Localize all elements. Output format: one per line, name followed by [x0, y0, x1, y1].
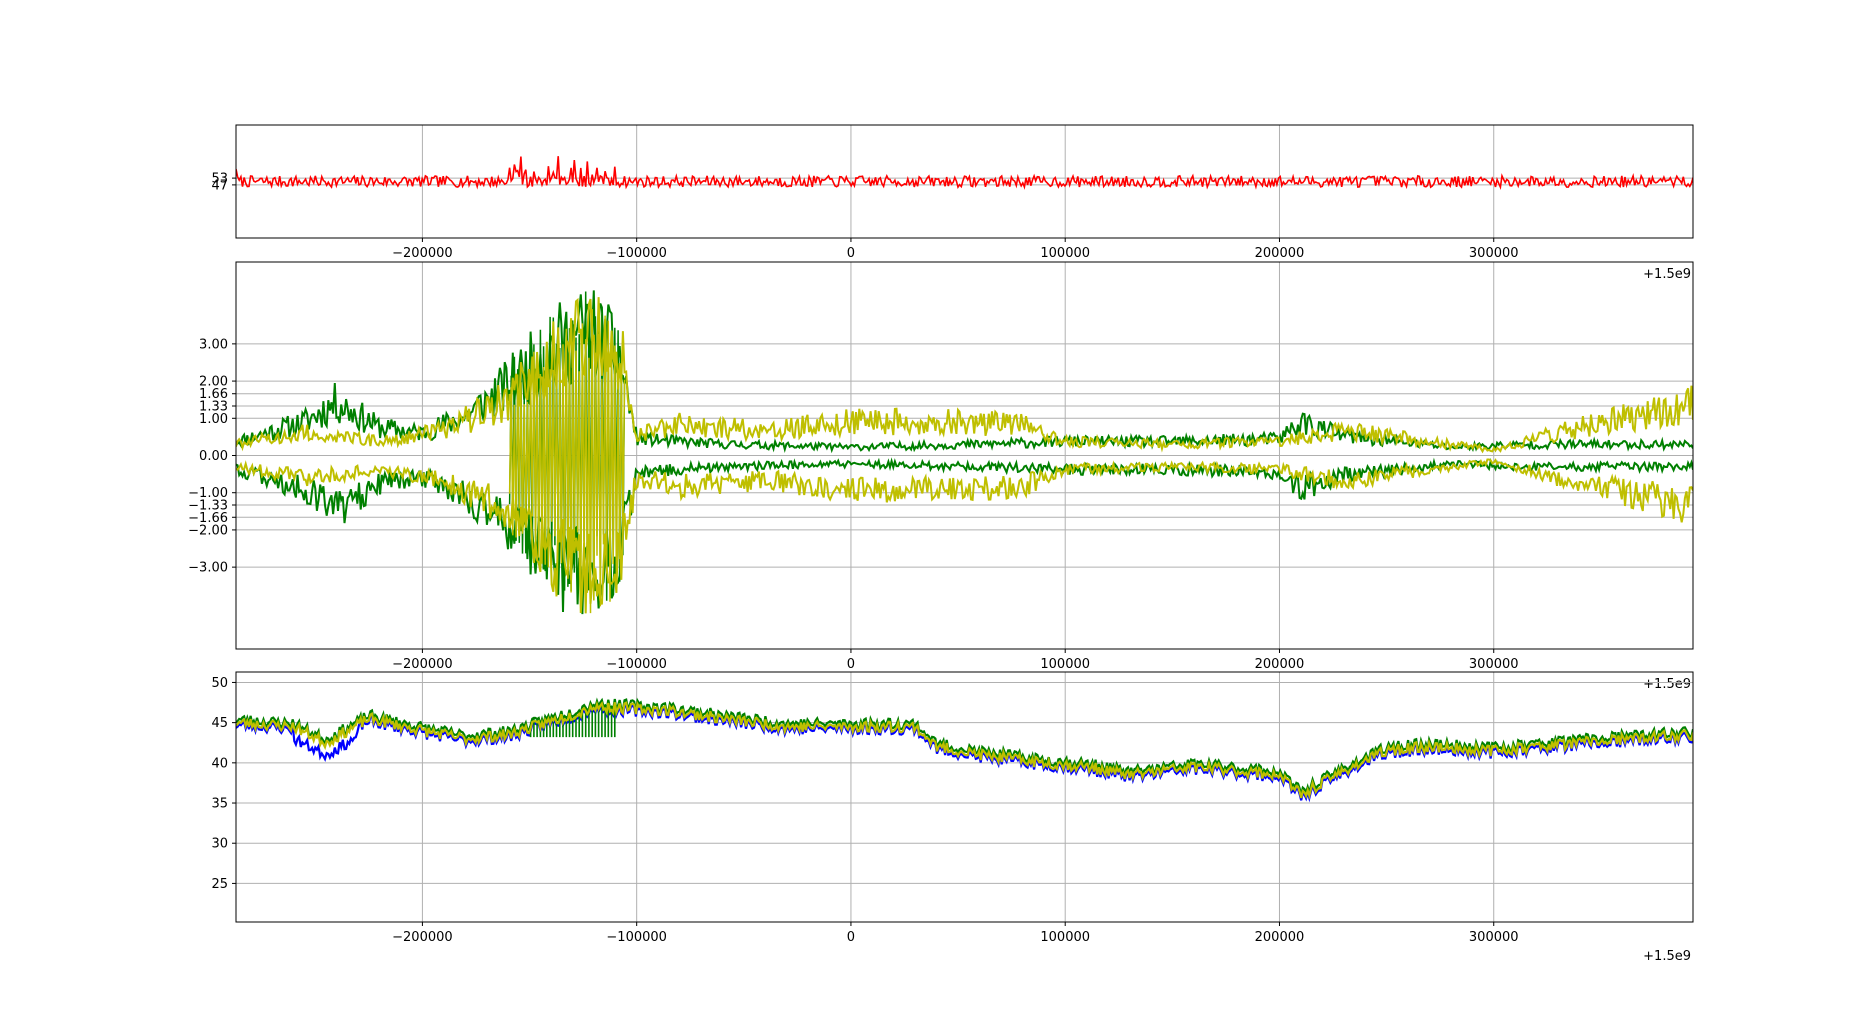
- y-tick-label: 0.00: [199, 449, 228, 464]
- axes-frame: [235, 124, 1694, 239]
- x-tick-label: −100000: [606, 930, 667, 945]
- series-line: [236, 700, 1693, 800]
- series-group: [236, 290, 1693, 615]
- x-tick-label: 300000: [1469, 657, 1519, 672]
- y-tick-label: −1.66: [188, 511, 228, 526]
- y-tick-label: 3.00: [199, 337, 228, 352]
- series-line: [236, 156, 1693, 190]
- y-tick-label: 50: [211, 676, 228, 691]
- series-group: [236, 697, 1693, 803]
- y-tick-label: −3.00: [188, 561, 228, 576]
- y-tick-label: 30: [211, 837, 228, 852]
- x-offset-label: +1.5e9: [1643, 677, 1691, 692]
- y-tick-label: 1.33: [199, 400, 228, 415]
- x-tick-label: 100000: [1040, 930, 1090, 945]
- y-tick-label: 53: [211, 172, 228, 187]
- y-tick-label: 2.00: [199, 375, 228, 390]
- series-line: [236, 457, 1693, 615]
- x-tick-label: −200000: [392, 657, 453, 672]
- series-group: [236, 156, 1693, 190]
- x-tick-label: −100000: [606, 657, 667, 672]
- x-tick-label: −200000: [392, 246, 453, 261]
- x-tick-label: −200000: [392, 930, 453, 945]
- y-tick-label: 25: [211, 877, 228, 892]
- x-offset-label: +1.5e9: [1643, 949, 1691, 964]
- x-tick-label: 300000: [1469, 930, 1519, 945]
- x-tick-label: 100000: [1040, 246, 1090, 261]
- x-tick-label: 300000: [1469, 246, 1519, 261]
- x-tick-label: 0: [847, 657, 855, 672]
- y-tick-label: 40: [211, 756, 228, 771]
- y-tick-label: 1.66: [199, 387, 228, 402]
- y-tick-label: −1.00: [188, 486, 228, 501]
- x-tick-label: 0: [847, 930, 855, 945]
- x-tick-label: 0: [847, 246, 855, 261]
- series-line: [236, 458, 1693, 614]
- x-tick-label: −100000: [606, 246, 667, 261]
- axes-frame: [235, 671, 1694, 923]
- series-line: [236, 702, 1693, 803]
- x-tick-label: 200000: [1255, 246, 1305, 261]
- x-tick-label: 200000: [1255, 657, 1305, 672]
- x-offset-label: +1.5e9: [1643, 267, 1691, 282]
- middle-panel: −200000 −100000 0 100000 200000 300000 3.00 2.0…: [188, 261, 1694, 692]
- x-tick-label: 200000: [1255, 930, 1305, 945]
- y-tick-label: 1.00: [199, 412, 228, 427]
- x-tick-label: 100000: [1040, 657, 1090, 672]
- y-tick-label: 35: [211, 797, 228, 812]
- y-tick-label: 47: [211, 178, 228, 193]
- y-tick-label: 45: [211, 716, 228, 731]
- y-tick-label: −1.33: [188, 498, 228, 513]
- bottom-panel: −200000 −100000 0 100000 200000 300000 25 30 35 4…: [211, 671, 1694, 964]
- series-line: [236, 297, 1693, 454]
- series-line: [236, 697, 1693, 797]
- y-tick-label: −2.00: [188, 523, 228, 538]
- series-oscillation: [508, 309, 626, 614]
